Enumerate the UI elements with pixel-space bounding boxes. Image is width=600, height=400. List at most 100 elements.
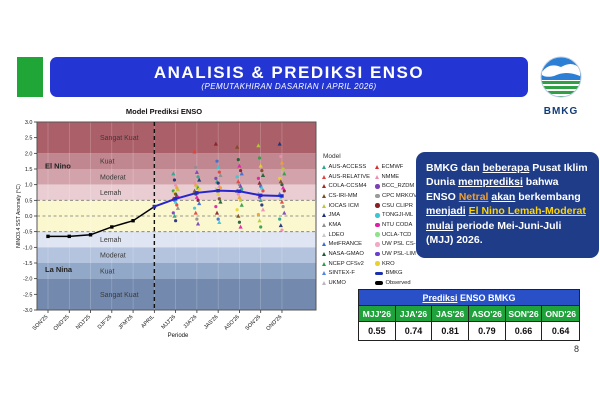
prediction-table-values: 0.55 0.74 0.81 0.79 0.66 0.64 <box>359 322 579 340</box>
legend-marker-icon <box>374 212 380 218</box>
table-title-segment: ENSO BMKG <box>457 292 516 303</box>
legend-marker-icon <box>322 242 326 247</box>
svg-text:-1.5: -1.5 <box>23 261 32 267</box>
legend-marker-icon <box>374 164 379 169</box>
header-bar: ANALISIS & PREDIKSI ENSO (PEMUTAKHIRAN D… <box>50 57 528 97</box>
svg-text:Kuat: Kuat <box>100 268 114 275</box>
svg-text:JJA'26: JJA'26 <box>183 314 199 330</box>
legend-label: NMME <box>381 173 400 180</box>
legend-item: MetFRANCE <box>322 240 370 250</box>
table-value-cell: 0.55 <box>359 322 396 340</box>
svg-text:0.5: 0.5 <box>25 198 33 204</box>
info-text-segment: BMKG dan <box>426 162 483 174</box>
svg-text:-1.0: -1.0 <box>23 245 32 251</box>
svg-text:0.0: 0.0 <box>25 214 33 220</box>
table-header-cell: JAS'26 <box>432 306 469 322</box>
legend-label: KRO <box>382 260 395 267</box>
info-text-segment: akan <box>491 190 516 203</box>
prediction-table: Prediksi ENSO BMKG MJJ'26 JJA'26 JAS'26 ASO… <box>358 289 580 341</box>
svg-text:MJJ'26: MJJ'26 <box>161 314 177 330</box>
legend-item: JMA <box>322 210 370 220</box>
svg-text:2.5: 2.5 <box>25 136 33 142</box>
legend-marker-icon <box>374 251 380 257</box>
legend-item: AUS-ACCESS <box>322 162 370 172</box>
svg-text:ASO'26: ASO'26 <box>223 314 241 332</box>
legend-label: SINTEX-F <box>328 270 355 277</box>
legend-item: UW PSL CS-LIM <box>374 240 425 250</box>
svg-text:Moderat: Moderat <box>100 174 126 181</box>
legend-label: AUS-RELATIVE <box>328 173 370 180</box>
svg-text:-0.5: -0.5 <box>23 230 32 236</box>
svg-text:Periode: Periode <box>168 333 189 339</box>
legend-label: UKMO <box>328 280 346 287</box>
info-text-segment: Netral <box>458 190 489 203</box>
svg-text:SON'25: SON'25 <box>32 314 50 332</box>
legend-marker-icon <box>322 281 326 286</box>
page-number: 8 <box>574 344 580 354</box>
legend-item: IOCAS ICM <box>322 201 370 211</box>
legend-marker-icon <box>322 252 326 257</box>
legend-item: KMA <box>322 220 370 230</box>
legend-item: UCLA-TCD <box>374 230 425 240</box>
info-text-segment: Pusat Iklim Dunia <box>426 162 588 189</box>
legend-marker-icon <box>374 271 383 276</box>
prediction-table-headers: MJJ'26 JJA'26 JAS'26 ASO'26 SON'26 OND'26 <box>359 306 579 322</box>
legend-label: Observed <box>385 280 411 287</box>
legend-item: NMME <box>374 172 425 182</box>
legend-item: UW PSL-LIM <box>374 249 425 259</box>
svg-text:Model Prediksi ENSO: Model Prediksi ENSO <box>126 107 202 116</box>
prediction-info-box: BMKG dan beberapa Pusat Iklim Dunia memp… <box>416 152 599 258</box>
info-text-segment: mulai <box>426 219 454 232</box>
legend-label: KMA <box>328 221 342 228</box>
legend-item: UKMO <box>322 278 370 288</box>
legend-marker-icon <box>322 203 326 208</box>
model-legend: Model AUS-ACCESS AUS-RELATIVE COLA-CCSM4 CS… <box>322 153 425 288</box>
legend-marker-icon <box>322 164 326 169</box>
table-value-cell: 0.79 <box>469 322 506 340</box>
legend-item: AUS-RELATIVE <box>322 172 370 182</box>
svg-text:JFM'26: JFM'26 <box>118 314 135 331</box>
legend-item: COLA-CCSM4 <box>322 181 370 191</box>
legend-marker-icon <box>322 184 326 189</box>
legend-item: NTU CODA <box>374 220 425 230</box>
legend-item: CPC MRKOV <box>374 191 425 201</box>
svg-text:Sangat Kuat: Sangat Kuat <box>100 135 139 142</box>
table-header-cell: JJA'26 <box>395 306 433 322</box>
info-text-segment: menjadi <box>426 205 466 218</box>
legend-item: CS-IRI-MM <box>322 191 370 201</box>
legend-label: NTU CODA <box>382 221 413 228</box>
legend-label: UW PSL-LIM <box>382 251 416 258</box>
legend-item: TONGJI-ML <box>374 210 425 220</box>
legend-marker-icon <box>322 213 326 218</box>
svg-text:La Nina: La Nina <box>45 265 73 274</box>
legend-item: NASA-GMAO <box>322 249 370 259</box>
legend-marker-icon <box>374 174 379 179</box>
legend-marker-icon <box>322 232 326 237</box>
svg-text:JAS'26: JAS'26 <box>203 314 219 330</box>
table-title-segment: Prediksi <box>422 292 458 303</box>
table-value-cell: 0.81 <box>432 322 469 340</box>
table-header-cell: SON'26 <box>505 306 543 322</box>
svg-text:NDJ'25: NDJ'25 <box>75 314 92 331</box>
svg-text:3.0: 3.0 <box>25 120 33 126</box>
bmkg-logo-icon <box>540 56 582 98</box>
svg-text:SON'26: SON'26 <box>244 314 262 332</box>
legend-marker-icon <box>374 281 383 285</box>
legend-label: BCC_RZDM <box>382 183 415 190</box>
legend-marker-icon <box>374 193 380 199</box>
header-accent-block <box>17 57 43 97</box>
legend-label: CS-IRI-MM <box>328 192 358 199</box>
legend-label: NASA-GMAO <box>328 251 364 258</box>
legend-item: Observed <box>374 278 425 288</box>
info-text-segment: beberapa <box>482 162 530 174</box>
table-value-cell: 0.66 <box>505 322 543 340</box>
svg-text:-3.0: -3.0 <box>23 308 32 314</box>
legend-column-2: ECMWF NMME BCC_RZDM CPC MRKOV CSU CLIPR TONGJ… <box>374 162 425 288</box>
page-subtitle: (PEMUTAKHIRAN DASARIAN I APRIL 2026) <box>201 82 377 91</box>
legend-item: ECMWF <box>374 162 425 172</box>
legend-marker-icon <box>374 183 380 189</box>
legend-label: AUS-ACCESS <box>328 163 367 170</box>
legend-label: UCLA-TCD <box>382 231 412 238</box>
legend-label: ECMWF <box>381 163 404 170</box>
legend-marker-icon <box>374 242 380 247</box>
